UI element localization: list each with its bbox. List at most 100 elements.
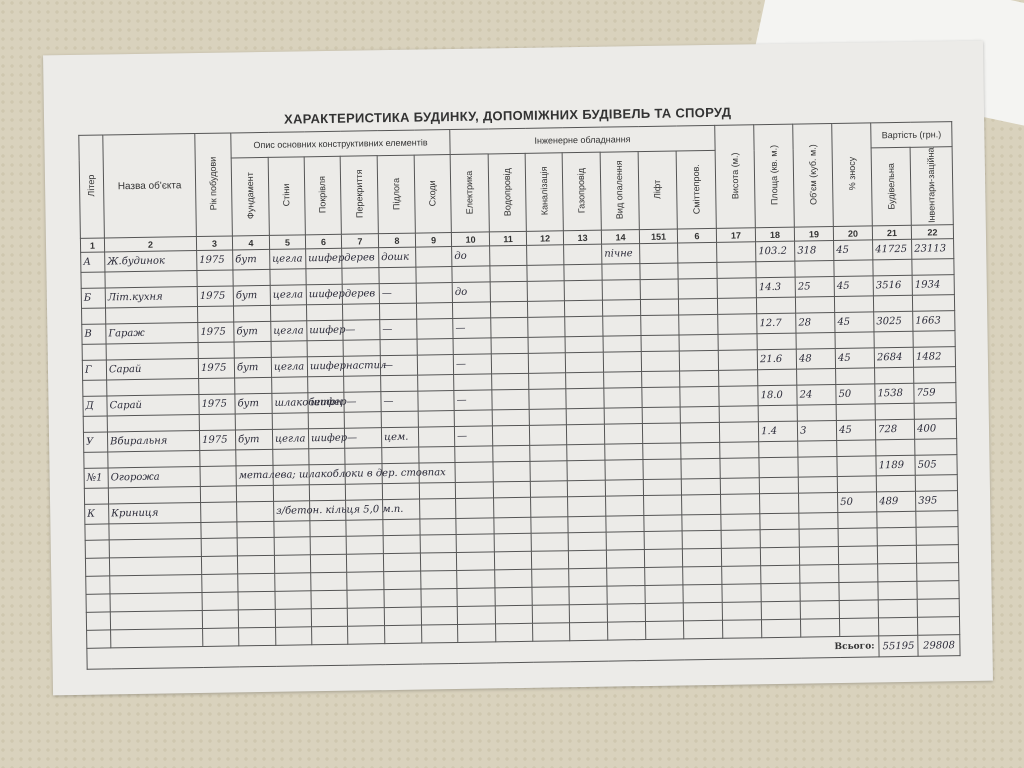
table-cell: шлакобетон	[271, 393, 343, 414]
empty-cell	[532, 623, 570, 642]
empty-cell	[237, 537, 275, 557]
empty-cell	[719, 406, 759, 423]
empty-cell	[274, 537, 311, 556]
empty-cell	[455, 518, 495, 535]
empty-cell	[914, 403, 957, 420]
table-cell: 45	[836, 420, 876, 441]
empty-cell	[202, 610, 239, 629]
column-number: 151	[639, 229, 678, 245]
empty-cell	[86, 630, 111, 649]
empty-cell	[382, 483, 420, 501]
empty-cell	[837, 512, 878, 529]
table-cell	[489, 245, 527, 267]
empty-cell	[603, 336, 642, 353]
empty-cell	[645, 621, 684, 641]
column-number: 4	[232, 235, 270, 251]
table-cell	[564, 316, 604, 338]
table-cell: Літ.кухня	[105, 287, 198, 309]
header-group-construct: Опис основних конструктивних елементів	[230, 129, 451, 158]
empty-cell	[760, 529, 800, 549]
table-cell: з/бетон. кільця 5,0 м.п.	[273, 501, 404, 522]
empty-cell	[454, 446, 494, 463]
table-cell	[530, 461, 568, 482]
table-cell	[643, 459, 682, 481]
empty-cell	[452, 302, 491, 320]
table-cell: шифер	[307, 356, 346, 378]
table-cell	[680, 422, 720, 444]
column-number: 22	[911, 225, 954, 240]
table-cell: настил	[343, 356, 386, 377]
empty-cell	[237, 555, 275, 575]
empty-cell	[603, 372, 642, 389]
empty-cell	[342, 304, 380, 321]
empty-cell	[917, 617, 960, 636]
empty-cell	[794, 261, 835, 278]
empty-cell	[683, 620, 723, 640]
header-area: Площа (кв. м.)	[753, 124, 795, 229]
total-construction: 55195	[878, 635, 919, 658]
table-cell: Д	[82, 396, 108, 417]
empty-cell	[198, 378, 235, 396]
empty-cell	[567, 516, 607, 534]
header-construct: Перекриття	[340, 155, 379, 235]
empty-cell	[838, 546, 878, 565]
empty-cell	[421, 624, 458, 644]
table-cell: Огорожа	[108, 466, 201, 489]
empty-cell	[309, 484, 346, 502]
empty-cell	[310, 572, 347, 592]
empty-cell	[799, 528, 839, 548]
table-cell: дерев	[341, 248, 379, 269]
empty-cell	[528, 373, 566, 390]
empty-cell	[837, 476, 877, 493]
column-number: 19	[794, 227, 834, 242]
empty-cell	[196, 270, 234, 288]
empty-cell	[105, 307, 198, 325]
column-number: 6	[677, 228, 717, 244]
empty-cell	[757, 333, 797, 351]
table-cell: 1975	[198, 394, 236, 415]
empty-cell	[606, 532, 645, 551]
header-engineering: Водопровід	[488, 153, 527, 233]
empty-cell	[644, 549, 683, 569]
empty-cell	[838, 564, 878, 583]
empty-cell	[202, 628, 239, 647]
empty-cell	[836, 440, 877, 457]
empty-cell	[345, 520, 384, 537]
empty-cell	[606, 568, 646, 587]
empty-cell	[106, 379, 199, 397]
header-construct-label: Стіни	[281, 183, 292, 207]
empty-cell	[346, 590, 385, 609]
table-cell: 1934	[912, 275, 955, 296]
empty-cell	[272, 449, 310, 466]
table-cell: 48	[796, 348, 836, 370]
empty-cell	[491, 373, 529, 391]
table-cell	[759, 493, 799, 515]
empty-cell	[381, 447, 419, 465]
empty-cell	[835, 332, 875, 349]
empty-cell	[755, 261, 796, 279]
column-number: 20	[833, 226, 873, 242]
table-cell: 728	[875, 419, 915, 441]
column-number: 6	[305, 234, 342, 250]
empty-cell	[876, 475, 916, 493]
table-cell: пічне	[601, 244, 640, 265]
table-cell	[603, 388, 643, 409]
empty-cell	[604, 408, 643, 425]
empty-cell	[795, 297, 835, 314]
table-cell	[567, 460, 606, 482]
empty-cell	[643, 479, 682, 497]
empty-cell	[875, 439, 916, 457]
empty-cell	[453, 338, 492, 355]
empty-cell	[761, 601, 801, 621]
empty-cell	[308, 412, 345, 430]
empty-cell	[494, 533, 532, 553]
empty-cell	[877, 563, 917, 583]
header-volume: Об'єм (куб. м.)	[792, 123, 834, 228]
empty-cell	[718, 334, 758, 351]
table-cell	[718, 350, 758, 371]
header-cost-label: Будівельна	[885, 162, 897, 210]
empty-cell	[383, 553, 421, 573]
empty-cell	[418, 410, 455, 428]
empty-cell	[84, 524, 110, 541]
table-cell	[493, 497, 531, 519]
